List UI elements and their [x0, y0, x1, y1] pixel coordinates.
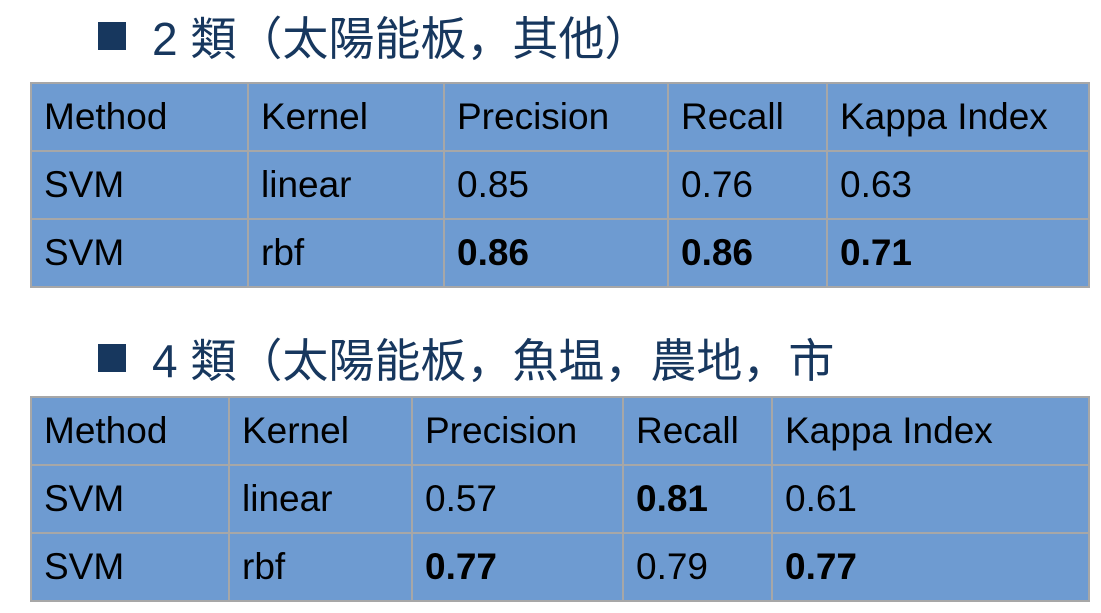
cell-kappa: 0.61	[771, 464, 1090, 534]
table-row: SVM rbf 0.86 0.86 0.71	[30, 218, 1090, 288]
cell-method: SVM	[30, 532, 230, 602]
cell-kernel: linear	[228, 464, 413, 534]
cell-recall: 0.86	[667, 218, 828, 288]
header-method: Method	[30, 82, 249, 152]
header-kernel: Kernel	[247, 82, 445, 152]
section-1-heading: 2 類（太陽能板，其他）	[98, 6, 650, 66]
table-row: SVM linear 0.85 0.76 0.63	[30, 150, 1090, 220]
cell-method: SVM	[30, 218, 249, 288]
cell-kappa: 0.63	[826, 150, 1090, 220]
header-kappa-index: Kappa Index	[826, 82, 1090, 152]
square-bullet-icon	[98, 344, 126, 372]
header-precision: Precision	[443, 82, 669, 152]
cell-precision: 0.85	[443, 150, 669, 220]
table-header-row: Method Kernel Precision Recall Kappa Ind…	[30, 82, 1090, 152]
table-header-row: Method Kernel Precision Recall Kappa Ind…	[30, 396, 1090, 466]
results-table-2-class: Method Kernel Precision Recall Kappa Ind…	[30, 82, 1090, 288]
table-row: SVM rbf 0.77 0.79 0.77	[30, 532, 1090, 602]
cell-precision: 0.86	[443, 218, 669, 288]
cell-recall: 0.81	[622, 464, 773, 534]
header-kernel: Kernel	[228, 396, 413, 466]
cell-kernel: linear	[247, 150, 445, 220]
table-row: SVM linear 0.57 0.81 0.61	[30, 464, 1090, 534]
cell-method: SVM	[30, 150, 249, 220]
cell-precision: 0.77	[411, 532, 624, 602]
section-1-title: 2 類（太陽能板，其他）	[152, 13, 651, 65]
cell-precision: 0.57	[411, 464, 624, 534]
cell-recall: 0.76	[667, 150, 828, 220]
cell-kappa: 0.77	[771, 532, 1090, 602]
header-recall: Recall	[667, 82, 828, 152]
header-method: Method	[30, 396, 230, 466]
results-table-4-class: Method Kernel Precision Recall Kappa Ind…	[30, 396, 1090, 602]
header-kappa-index: Kappa Index	[771, 396, 1090, 466]
section-2-heading: 4 類（太陽能板，魚塭，農地，市	[98, 328, 834, 388]
cell-method: SVM	[30, 464, 230, 534]
square-bullet-icon	[98, 22, 126, 50]
header-recall: Recall	[622, 396, 773, 466]
cell-kappa: 0.71	[826, 218, 1090, 288]
section-2-title: 4 類（太陽能板，魚塭，農地，市	[152, 335, 835, 387]
cell-kernel: rbf	[247, 218, 445, 288]
cell-recall: 0.79	[622, 532, 773, 602]
cell-kernel: rbf	[228, 532, 413, 602]
header-precision: Precision	[411, 396, 624, 466]
